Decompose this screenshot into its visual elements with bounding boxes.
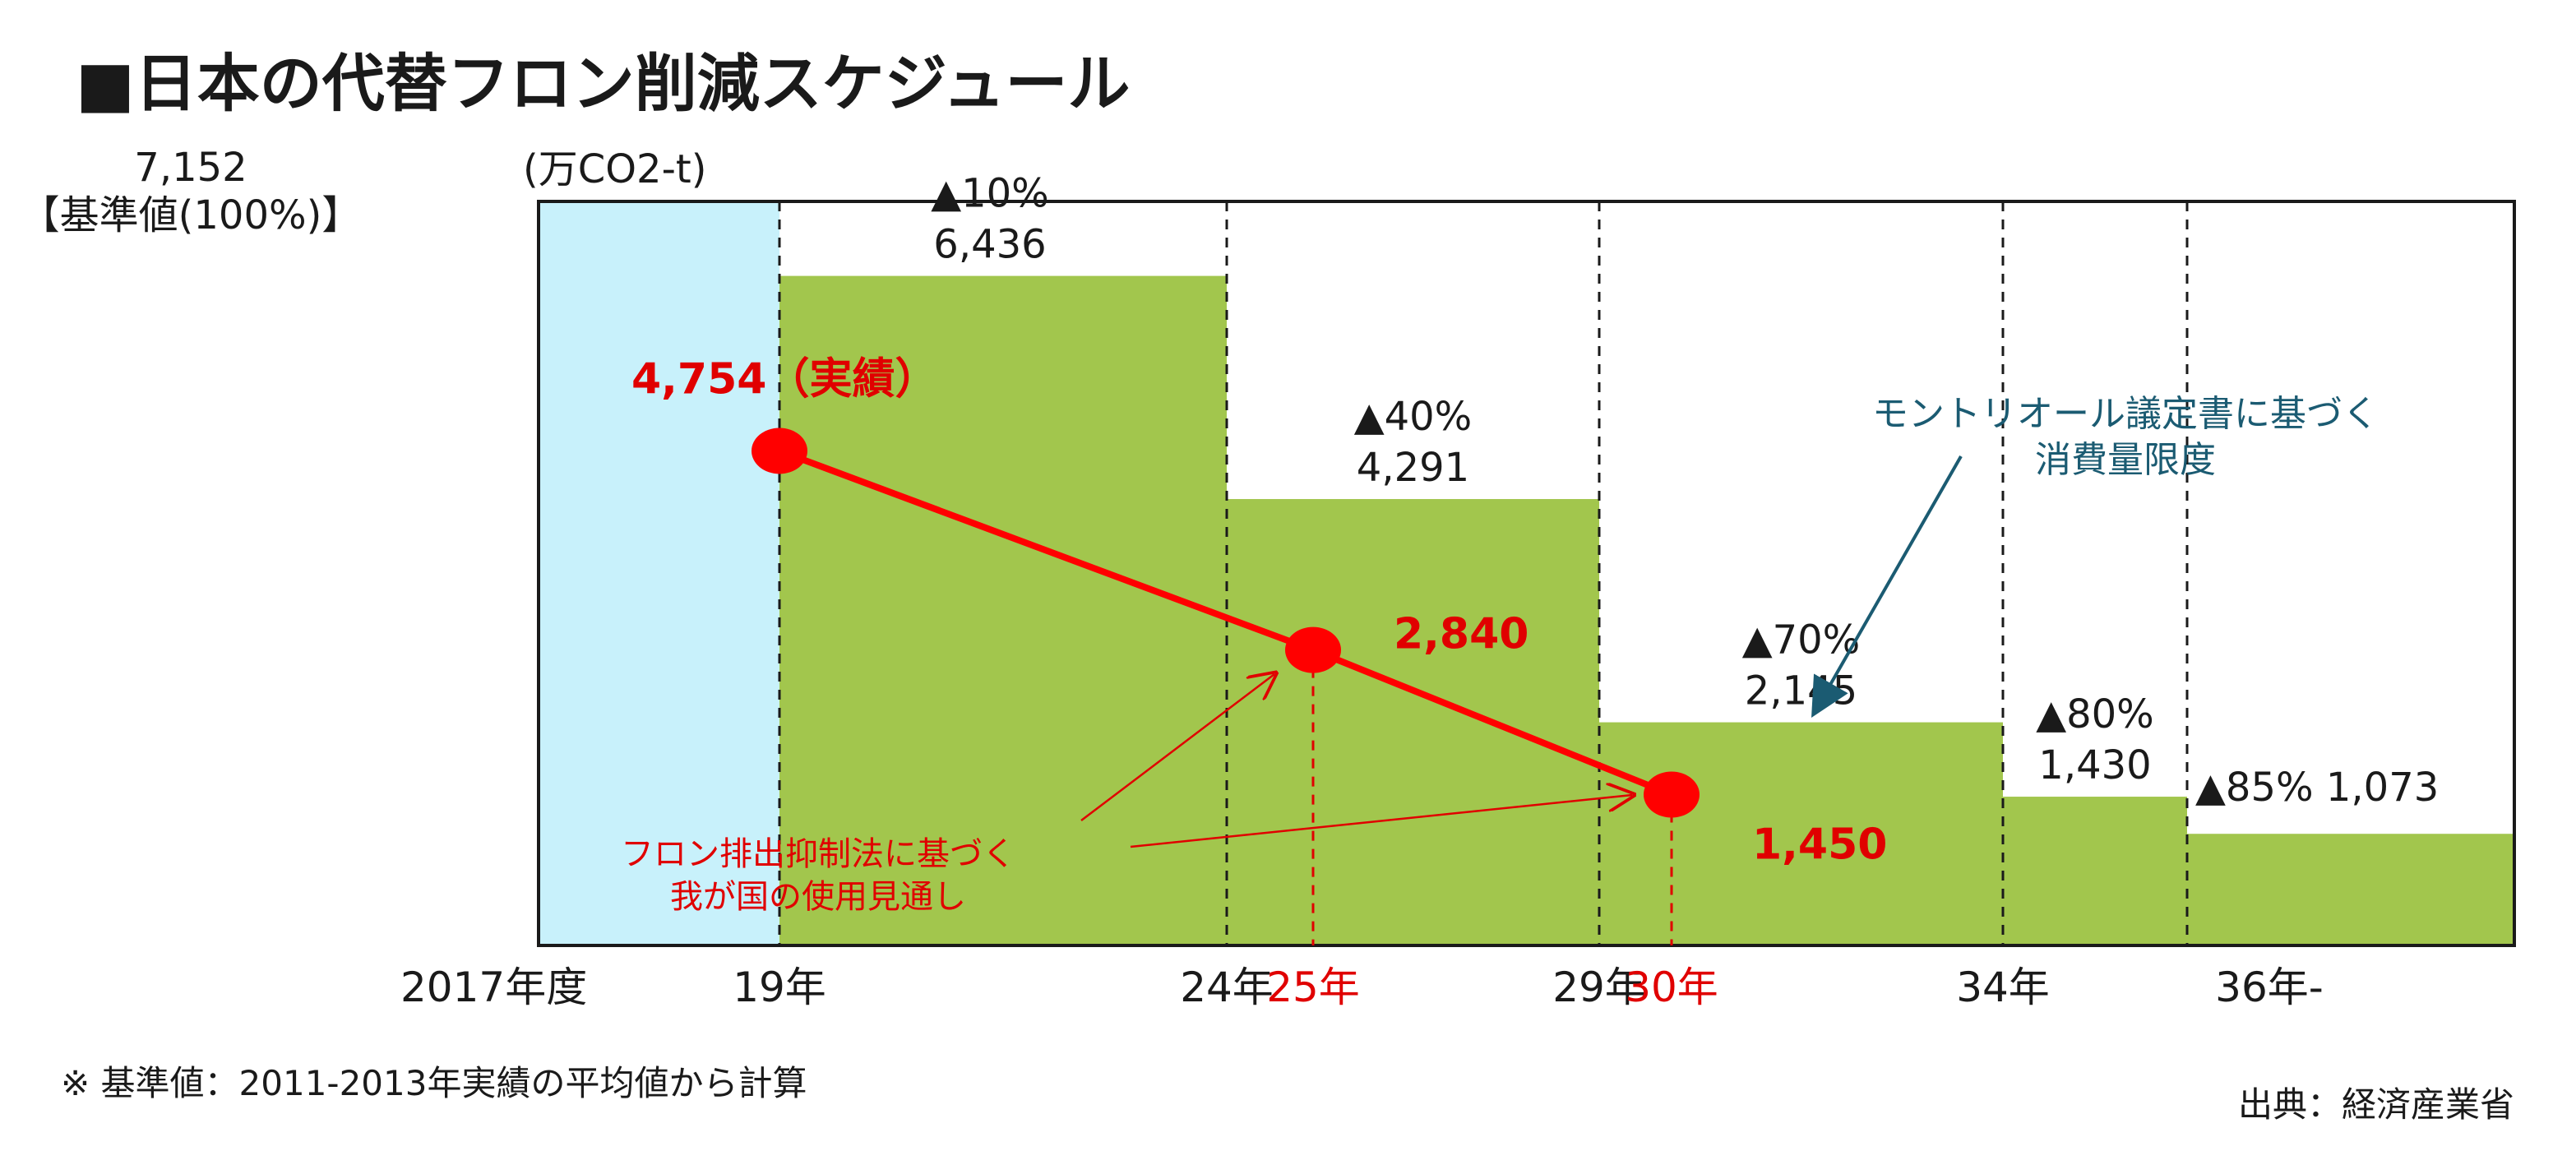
source-credit: 出典：経済産業省 bbox=[2238, 1084, 2514, 1125]
montreal-note-line-1: モントリオール議定書に基づく bbox=[1872, 393, 2379, 435]
reduction-label-2029: ▲70% bbox=[1742, 617, 1861, 663]
x-tick-2017: 2017年度 bbox=[400, 964, 587, 1011]
reduction-label-2019: ▲10% bbox=[931, 171, 1049, 217]
x-tick-2034: 34年 bbox=[1956, 964, 2050, 1011]
baseline-label: 【基準値(100%)】 bbox=[21, 192, 362, 238]
point-label-2030: 1,450 bbox=[1752, 820, 1887, 870]
x-tick-2025: 25年 bbox=[1266, 964, 1360, 1011]
point-label-2019: 4,754（実績） bbox=[631, 354, 937, 404]
point-label-2025: 2,840 bbox=[1394, 610, 1528, 659]
footnote: ※ 基準値：2011-2013年実績の平均値から計算 bbox=[61, 1063, 807, 1103]
point-marker-2019 bbox=[752, 428, 807, 474]
x-tick-2019: 19年 bbox=[733, 964, 826, 1011]
step-bar-2034-2036 bbox=[2003, 797, 2187, 945]
baseline-bar bbox=[539, 201, 779, 945]
step-bar-2029-2034 bbox=[1599, 722, 2003, 945]
outlook-arrow-2030 bbox=[1130, 795, 1632, 848]
plot-frame bbox=[537, 200, 2516, 947]
japan-outlook-note-line-2: 我が国の使用見通し bbox=[670, 878, 966, 916]
step-bar-2019-2024 bbox=[779, 275, 1227, 946]
x-tick-2030: 30年 bbox=[1625, 964, 1718, 1011]
value-label-2024: 4,291 bbox=[1357, 445, 1469, 491]
chart-title: ■日本の代替フロン削減スケジュール bbox=[76, 47, 1131, 120]
baseline-value: 7,152 bbox=[134, 145, 247, 191]
x-tick-2036: 36年- bbox=[2215, 964, 2324, 1011]
boundary-lines bbox=[778, 201, 2189, 945]
step-label-2036: ▲85% 1,073 bbox=[2195, 765, 2439, 811]
step-labels: ▲10% 6,436 ▲40% 4,291 ▲70% 2,145 ▲80% 1,430 ▲85%… bbox=[931, 171, 2439, 811]
reduction-label-2024: ▲40% bbox=[1354, 394, 1473, 440]
outlook-arrow-2025 bbox=[1080, 674, 1274, 821]
value-label-2029: 2,145 bbox=[1745, 668, 1857, 714]
x-tick-2029: 29年 bbox=[1552, 964, 1646, 1011]
value-label-2019: 6,436 bbox=[933, 222, 1046, 268]
point-marker-2030 bbox=[1644, 771, 1700, 818]
japan-outlook-note-line-1: フロン排出抑制法に基づく bbox=[621, 835, 1015, 873]
reduction-label-2034: ▲80% bbox=[2036, 691, 2154, 737]
step-bar-2036-2041 bbox=[2187, 834, 2514, 945]
montreal-note-line-2: 消費量限度 bbox=[2035, 439, 2216, 481]
unit-label: (万CO2-t) bbox=[523, 146, 706, 192]
point-marker-2025 bbox=[1285, 626, 1341, 673]
actual-outlook-line: 4,754（実績） 2,840 1,450 bbox=[631, 354, 1887, 945]
step-bar-2024-2029 bbox=[1227, 499, 1599, 945]
montreal-arrow bbox=[1811, 455, 1963, 718]
step-bars bbox=[539, 201, 2514, 946]
x-tick-2024: 24年 bbox=[1180, 964, 1274, 1011]
value-label-2034: 1,430 bbox=[2038, 742, 2151, 788]
